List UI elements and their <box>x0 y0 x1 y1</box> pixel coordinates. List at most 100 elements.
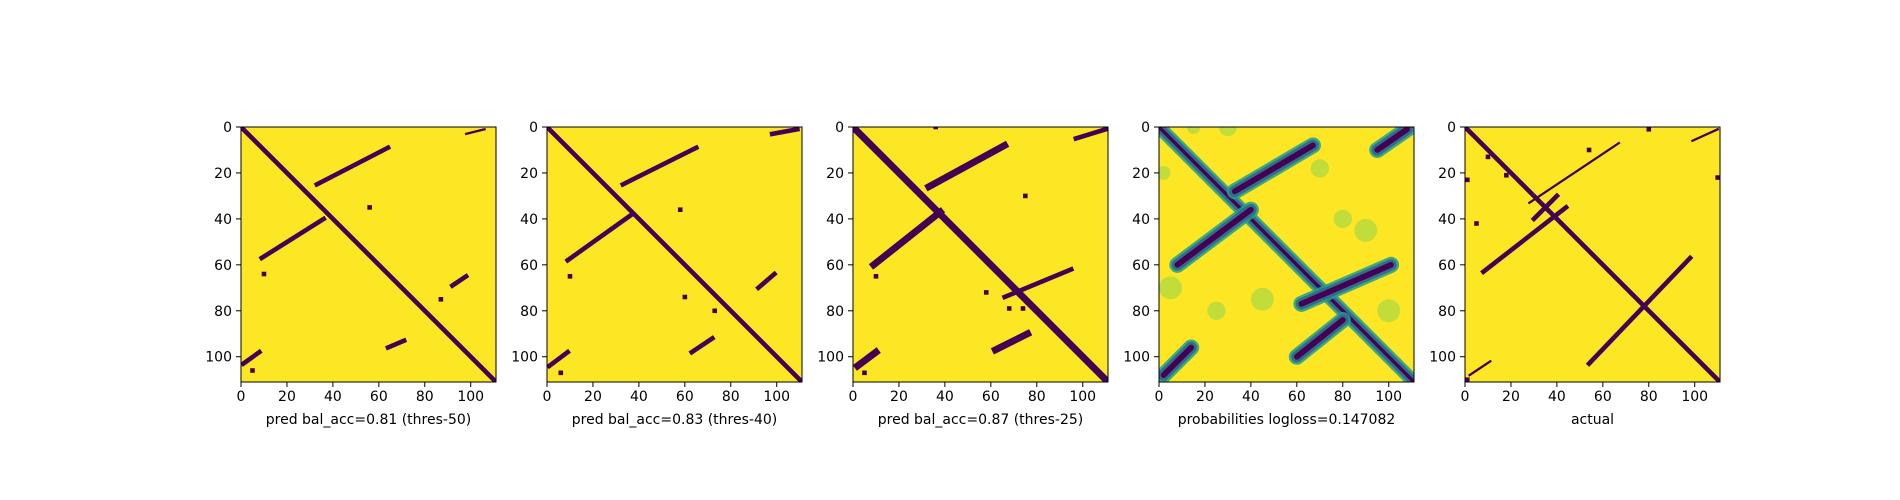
x-tick-label: 80 <box>1028 389 1046 405</box>
contact-speck <box>712 308 717 314</box>
contact-strand <box>1480 204 1570 275</box>
y-tick-label: 20 <box>214 166 232 182</box>
y-tick-label: 40 <box>1438 212 1456 228</box>
x-tick-label: 20 <box>1502 389 1520 405</box>
contact-strand <box>1374 127 1410 153</box>
x-tick-label: 40 <box>1548 389 1566 405</box>
haze-blob <box>1250 287 1274 311</box>
contact-strand <box>547 348 571 370</box>
x-tick-label: 60 <box>1288 389 1306 405</box>
x-axis-label: pred bal_acc=0.81 (thres-50) <box>266 412 471 428</box>
contact-strand <box>385 337 408 351</box>
diagonal-band <box>1159 127 1414 382</box>
haze-blob <box>1186 127 1201 134</box>
x-axis-label: probabilities logloss=0.147082 <box>1178 412 1396 428</box>
y-tick-label: 40 <box>214 212 232 228</box>
x-tick-label: 100 <box>1681 389 1708 405</box>
x-tick-label: 60 <box>1594 389 1612 405</box>
x-tick-label: 100 <box>1375 389 1402 405</box>
contact-speck <box>1465 177 1470 183</box>
contact-speck <box>367 205 372 210</box>
y-tick-label: 60 <box>1438 258 1456 274</box>
x-tick-label: 0 <box>849 389 858 405</box>
y-tick-label: 40 <box>520 212 538 228</box>
x-tick-label: 20 <box>890 389 908 405</box>
y-tick-label: 40 <box>1132 212 1150 228</box>
y-tick-label: 20 <box>1132 166 1150 182</box>
contact-strand <box>755 270 778 292</box>
contact-strand <box>1690 127 1720 143</box>
contact-speck <box>1006 306 1012 311</box>
contact-speck <box>933 127 938 130</box>
y-tick-label: 20 <box>520 166 538 182</box>
contact-strand <box>1293 317 1346 360</box>
haze-blob <box>1207 301 1226 320</box>
contact-strand <box>464 127 486 136</box>
plot-area <box>853 127 1108 382</box>
y-tick-label: 100 <box>1429 350 1456 366</box>
y-tick-label: 0 <box>835 120 844 136</box>
contact-strand <box>1530 192 1561 223</box>
axes-frame <box>1464 126 1721 383</box>
y-tick-label: 20 <box>826 166 844 182</box>
contact-speck <box>438 297 444 302</box>
diagonal-band <box>1465 127 1720 382</box>
y-tick-label: 80 <box>520 304 538 320</box>
x-tick-label: 60 <box>676 389 694 405</box>
y-tick-label: 0 <box>529 120 538 136</box>
contact-speck <box>261 271 267 277</box>
contact-strand <box>1298 261 1394 307</box>
haze-blob <box>1354 218 1378 242</box>
y-tick-label: 100 <box>817 350 844 366</box>
y-tick-label: 60 <box>520 258 538 274</box>
x-tick-label: 80 <box>1334 389 1352 405</box>
contact-speck <box>558 370 564 376</box>
x-axis-label: actual <box>1571 412 1614 428</box>
y-tick-label: 100 <box>511 350 538 366</box>
x-tick-label: 40 <box>324 389 342 405</box>
contact-speck <box>1020 306 1026 311</box>
contact-strand <box>924 140 1010 192</box>
diagonal-band <box>547 127 802 382</box>
x-tick-label: 0 <box>1461 389 1470 405</box>
axes-frame <box>1158 126 1415 383</box>
contact-speck <box>983 290 989 295</box>
contact-strand <box>1527 141 1621 205</box>
y-tick-label: 60 <box>214 258 232 274</box>
x-tick-label: 20 <box>278 389 296 405</box>
contact-strand <box>868 207 946 270</box>
axes-frame <box>240 126 497 383</box>
contact-strand <box>769 127 801 137</box>
contact-speck <box>1715 175 1720 180</box>
haze-blob <box>1159 276 1182 300</box>
contact-strand <box>990 329 1033 355</box>
contact-speck <box>1586 147 1592 153</box>
x-tick-label: 100 <box>457 389 484 405</box>
axes-frame <box>852 126 1109 383</box>
haze-blob <box>1333 209 1352 229</box>
plot-area <box>1465 127 1720 382</box>
x-tick-label: 80 <box>1640 389 1658 405</box>
contact-strand <box>688 335 716 356</box>
contact-strand <box>241 348 263 367</box>
x-tick-label: 40 <box>1242 389 1260 405</box>
x-tick-label: 100 <box>763 389 790 405</box>
contact-strand <box>1160 344 1195 378</box>
contact-speck <box>250 368 255 373</box>
heatmap-panel-5: 0 20 40 60 80 100 0 20 40 60 80 100 actual <box>1429 120 1721 428</box>
haze-blob <box>1159 166 1171 180</box>
haze-blob <box>1218 127 1238 137</box>
y-tick-label: 0 <box>1447 120 1456 136</box>
x-tick-label: 0 <box>543 389 552 405</box>
y-tick-label: 40 <box>826 212 844 228</box>
contact-strand <box>258 215 327 262</box>
contact-speck <box>1646 127 1652 132</box>
contact-speck <box>677 207 683 212</box>
contact-speck <box>1474 221 1479 226</box>
haze-blob <box>1377 299 1401 323</box>
x-tick-label: 20 <box>1196 389 1214 405</box>
contact-strand <box>1001 266 1075 301</box>
x-tick-label: 20 <box>584 389 602 405</box>
heatmap-panel-3: 0 20 40 60 80 100 0 20 40 60 80 100 pred bal_acc=0.8… <box>817 120 1109 428</box>
y-tick-label: 100 <box>205 350 232 366</box>
